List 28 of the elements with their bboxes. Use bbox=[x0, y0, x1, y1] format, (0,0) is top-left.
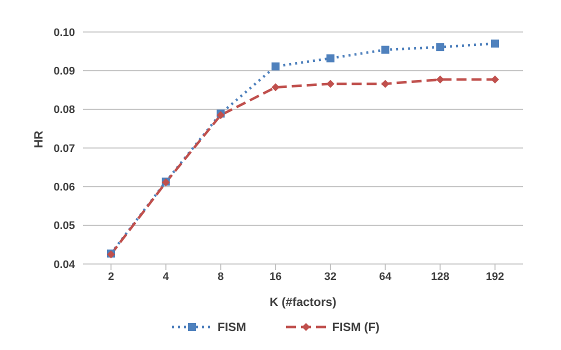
point bbox=[436, 43, 444, 52]
x-tick-label: 192 bbox=[486, 270, 504, 283]
x-tick-label: 2 bbox=[108, 270, 114, 283]
point bbox=[272, 62, 280, 70]
y-tick-label: 0.05 bbox=[54, 220, 75, 232]
x-axis-title: K (#factors) bbox=[270, 295, 336, 309]
point bbox=[326, 80, 334, 88]
y-tick-label: 0.06 bbox=[54, 182, 75, 194]
legend-label: FISM (F) bbox=[332, 320, 380, 334]
y-tick-label: 0.04 bbox=[54, 258, 76, 271]
y-tick-label: 0.07 bbox=[54, 142, 75, 155]
x-tick-label: 4 bbox=[162, 270, 170, 283]
point bbox=[381, 46, 390, 54]
x-tick-label: 8 bbox=[218, 270, 224, 283]
x-tick-label: 32 bbox=[324, 270, 337, 283]
point bbox=[272, 83, 280, 92]
point bbox=[491, 40, 499, 48]
x-tick-label: 128 bbox=[430, 270, 450, 283]
y-tick-label: 0.08 bbox=[54, 104, 75, 116]
point bbox=[491, 76, 499, 84]
point bbox=[326, 54, 334, 62]
point bbox=[381, 80, 390, 88]
y-tick-label: 0.09 bbox=[54, 66, 75, 78]
y-tick-label: 0.10 bbox=[54, 26, 75, 39]
x-tick-label: 16 bbox=[269, 270, 282, 283]
y-axis-title: HR bbox=[31, 130, 46, 148]
x-tick-label: 64 bbox=[379, 270, 392, 283]
legend-label: FISM bbox=[218, 320, 246, 334]
